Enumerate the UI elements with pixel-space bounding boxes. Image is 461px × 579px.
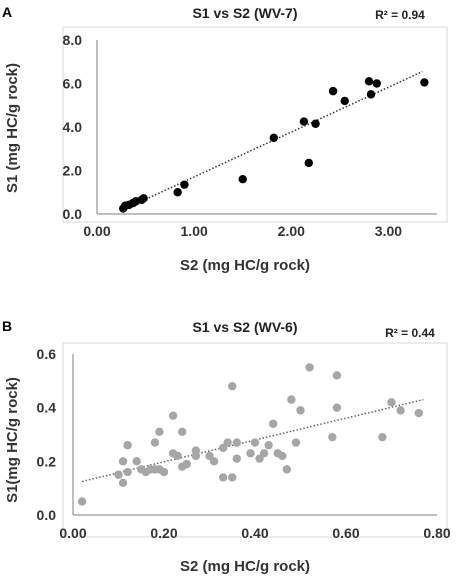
panel-a-x-tick-label: 2.00 <box>278 223 305 239</box>
panel-b-data-point <box>223 438 232 447</box>
panel-a-y-tick-label: 2.0 <box>63 163 83 179</box>
panel-b-title: S1 vs S2 (WV-6) <box>192 319 297 335</box>
panel-b-data-point <box>232 438 241 447</box>
panel-a-title: S1 vs S2 (WV-7) <box>192 5 297 21</box>
panel-b-data-point <box>246 449 255 458</box>
panel-a-y-tick-label: 6.0 <box>63 76 83 92</box>
panel-b-data-point <box>209 457 219 466</box>
panel-b-data-point <box>396 406 405 415</box>
panel-b-data-point <box>305 363 314 372</box>
panel-b-data-point <box>232 454 241 463</box>
panel-b-data-point <box>269 419 278 428</box>
panel-b-data-point <box>282 465 292 474</box>
panel-a-data-point <box>299 117 309 126</box>
panel-b-r2-annotation: R² = 0.44 <box>385 326 435 340</box>
panel-a-y-tick-label: 8.0 <box>63 32 83 48</box>
panel-b-data-point <box>278 451 287 461</box>
panel-b-data-point <box>155 427 164 437</box>
panel-a-data-point <box>364 77 374 86</box>
panel-b-data-point <box>123 467 132 477</box>
panel-a-y-tick-label: 0.0 <box>63 206 83 222</box>
panel-b-data-point <box>178 427 187 437</box>
panel-a-data-point <box>420 78 429 87</box>
panel-a-data-point <box>269 133 278 143</box>
panel-b-data-point <box>123 441 132 450</box>
panel-b-data-point <box>296 406 305 415</box>
panel-b-y-tick-label: 0.6 <box>37 346 57 362</box>
panel-b-data-point <box>291 438 301 447</box>
panel-a-data-point <box>304 158 313 168</box>
panel-b-data-point <box>168 449 178 458</box>
panel-b-x-tick-label: 0.00 <box>59 525 86 541</box>
panel-b-data-point <box>255 454 264 463</box>
panel-b-data-point <box>387 398 396 407</box>
panel-b-data-point <box>250 438 260 447</box>
panel-b-x-tick-label: 0.80 <box>423 525 450 541</box>
panel-b-data-point <box>182 459 191 469</box>
panel-a-y-tick-label: 4.0 <box>63 119 83 135</box>
panel-b-data-point <box>118 478 128 487</box>
panel-a-x-tick-label: 3.00 <box>375 223 402 239</box>
panel-b-x-axis-label: S2 (mg HC/g rock) <box>180 558 310 575</box>
panel-a-data-point <box>173 188 182 197</box>
panel-b-data-point <box>159 467 169 477</box>
panel-a-y-axis-label: S1 (mg HC/g rock) <box>4 63 21 193</box>
panel-b-data-point <box>328 432 337 442</box>
panel-b-data-point <box>118 457 128 466</box>
panel-b-data-point <box>218 473 228 482</box>
panel-a-data-point <box>372 79 381 88</box>
panel-b-data-point <box>132 457 141 466</box>
panel-a-r2-annotation: R² = 0.94 <box>375 8 425 22</box>
panel-b-data-point <box>150 438 160 447</box>
panel-b-letter: B <box>2 318 12 334</box>
panel-a-data-point <box>311 119 320 128</box>
panel-a-data-point <box>180 180 189 189</box>
panel-a-data-point <box>328 86 338 96</box>
panel-b-y-tick-label: 0.4 <box>37 400 57 416</box>
panel-b-data-point <box>414 408 423 418</box>
panel-a-letter: A <box>2 4 12 20</box>
panel-a-plot-frame <box>62 26 448 223</box>
panel-b-data-point <box>77 497 87 506</box>
panel-b-data-point <box>264 441 273 450</box>
panel-b: B S1 vs S2 (WV-6) R² = 0.44 0.0 0.2 0.4 0.6… <box>2 318 451 575</box>
panel-b-data-point <box>228 382 237 391</box>
panel-a-data-point <box>139 194 148 203</box>
panel-b-y-tick-label: 0.0 <box>37 507 57 523</box>
panel-b-x-tick-label: 0.20 <box>150 525 177 541</box>
panel-b-x-tick-label: 0.60 <box>332 525 359 541</box>
panel-b-data-point <box>228 473 237 482</box>
panel-a-data-point <box>366 90 376 99</box>
panel-a-x-tick-label: 1.00 <box>181 223 208 239</box>
panel-b-data-point <box>114 470 123 479</box>
panel-b-data-point <box>191 446 201 455</box>
panel-a-x-axis-label: S2 (mg HC/g rock) <box>180 257 310 274</box>
panel-b-x-tick-label: 0.40 <box>241 525 268 541</box>
panel-a-data-point <box>340 96 349 106</box>
panel-b-data-point <box>287 395 296 404</box>
panel-b-data-point <box>332 371 342 380</box>
panel-a-data-point <box>238 175 247 184</box>
panel-a-x-tick-label: 0.00 <box>83 223 110 239</box>
panel-a: A S1 vs S2 (WV-7) R² = 0.94 0.0 2.0 4.0 6.0… <box>2 4 448 274</box>
panel-b-y-axis-label: S1(mg HC/g rock) <box>4 377 21 503</box>
panel-b-y-tick-label: 0.2 <box>37 453 57 469</box>
panel-b-data-point <box>378 432 387 442</box>
panel-b-data-point <box>332 403 342 412</box>
panel-b-data-point <box>168 411 178 420</box>
